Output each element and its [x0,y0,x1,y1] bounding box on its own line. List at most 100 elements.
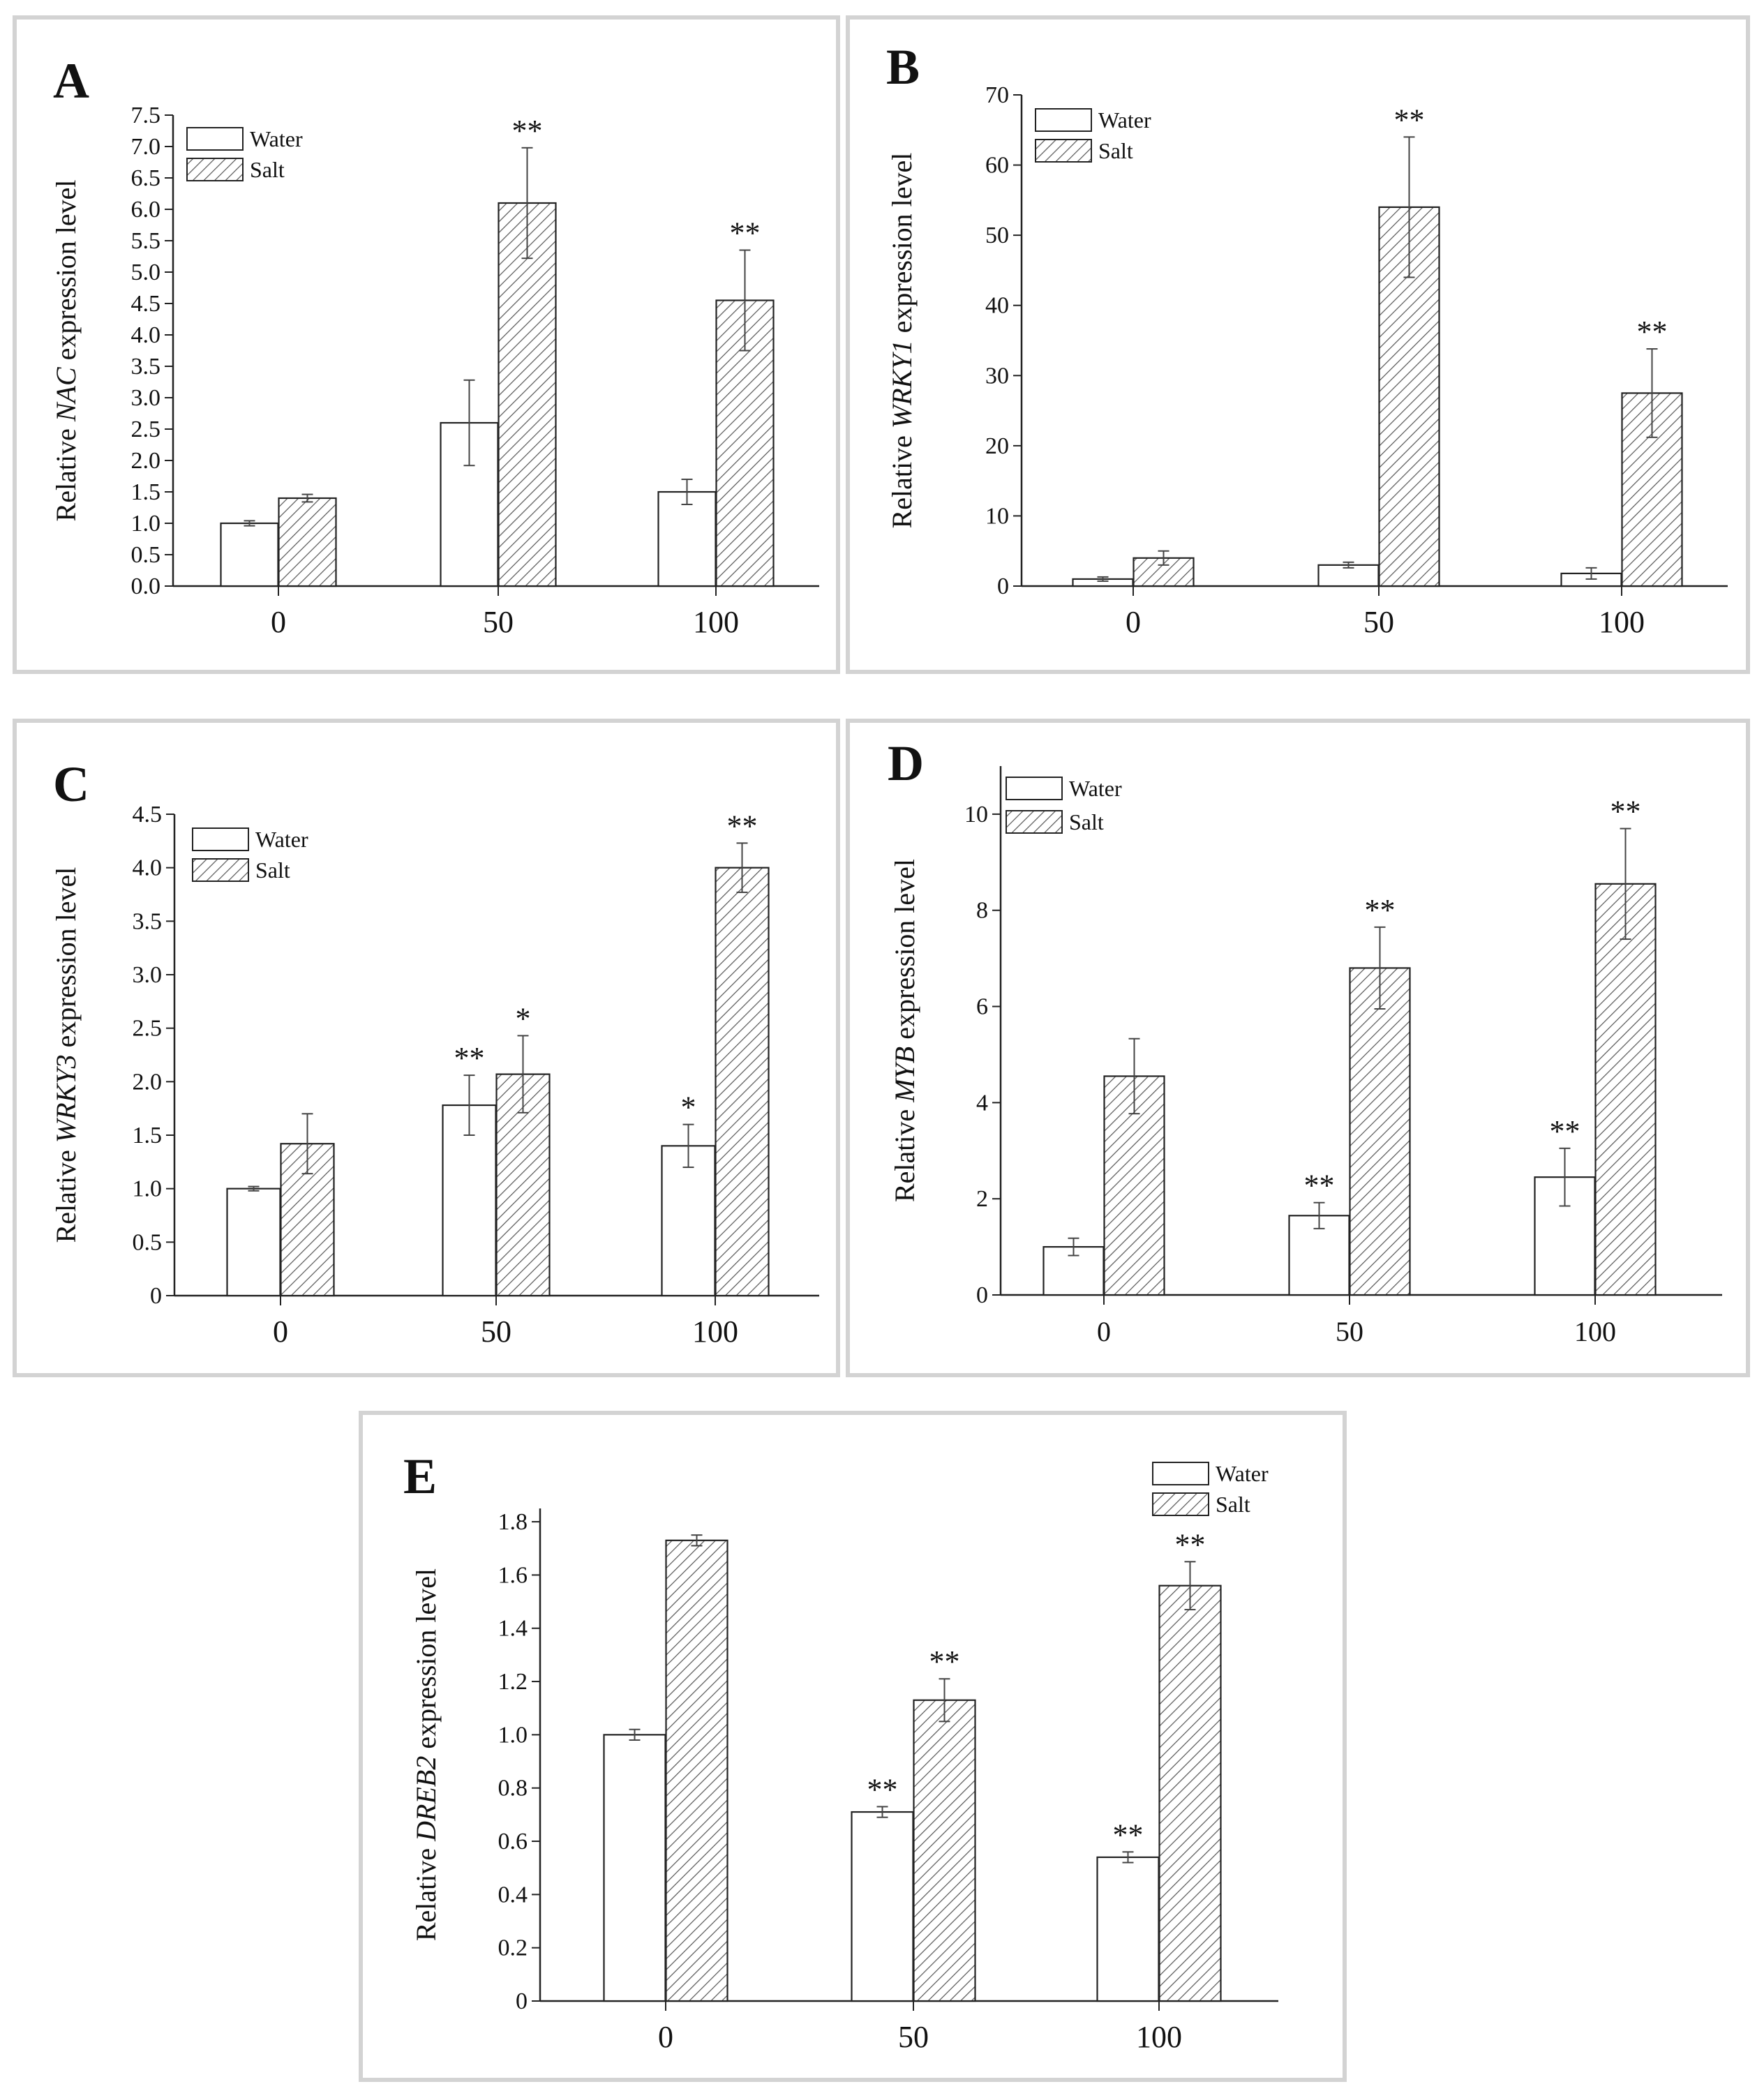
y-axis-label-a: Relative NAC expression level [50,180,82,522]
y-tick-label-a: 4.5 [131,291,161,317]
y-tick-label-c: 4.0 [133,855,163,881]
bar-water-c [661,1145,716,1297]
y-tick-label-c: 2.0 [133,1069,163,1095]
y-tick-label-a: 2.5 [131,417,161,442]
y-tick-label-b: 50 [985,223,1009,248]
bar-water-e [603,1734,666,2002]
legend-label-water-c: Water [255,827,308,852]
x-tick-label-e: 100 [1136,2020,1182,2054]
y-tick-label-a: 4.0 [131,322,161,348]
y-axis-label-suffix: expression level [50,867,82,1055]
legend-swatch-water-a [186,127,244,151]
significance-mark-d: ** [1304,1169,1335,1203]
legend-swatch-water-c [192,827,249,851]
bar-salt-a [498,202,557,587]
bar-salt-c [715,867,770,1297]
chart-b-svg: B Relative WRKY1 expression level 0 10 20 30 4… [886,39,1728,639]
y-tick-label-e: 0 [516,1988,528,2014]
bar-water-c [226,1187,281,1297]
y-tick-label-d: 10 [964,802,988,827]
y-tick-label-a: 0.0 [131,574,161,599]
y-axis-label-prefix: Relative [889,1102,920,1202]
y-tick-label-c: 3.5 [133,908,163,934]
y-axis-label-prefix: Relative [886,428,918,528]
chart-a-svg: A Relative NAC expression level 0.0 0.5 1.0 1… [50,53,819,639]
y-tick-label-c: 3.0 [133,962,163,988]
significance-mark-b: ** [1394,103,1425,137]
legend-swatch-salt-d [1006,810,1063,834]
x-tick-label-a: 100 [693,605,739,639]
panel-label-a: A [53,53,89,109]
y-axis-label-prefix: Relative [50,421,82,521]
significance-mark-e: ** [1175,1527,1206,1561]
significance-mark-c: ** [727,809,758,843]
bar-salt-a [278,497,337,587]
bar-water-e [1096,1856,1160,2002]
y-tick-label-e: 1.2 [498,1669,528,1695]
x-tick-label-c: 100 [692,1314,738,1349]
legend-swatch-salt-b [1035,139,1092,163]
legend-label-water-a: Water [250,126,303,151]
panel-e: E Relative DREB2 expression level 0 0.2 0.4 0… [359,1411,1347,2082]
legend-swatch-salt-a [186,158,244,181]
y-tick-label-d: 4 [976,1090,988,1116]
y-tick-label-b: 10 [985,503,1009,529]
y-axis-label-gene: DREB2 [410,1756,442,1842]
legend-swatch-water-d [1006,777,1063,800]
significance-mark-a: ** [512,114,543,148]
y-axis-label-c: Relative WRKY3 expression level [50,867,82,1243]
x-tick-label-d: 0 [1097,1316,1111,1347]
y-tick-label-a: 0.5 [131,542,161,568]
y-tick-label-e: 1.4 [498,1616,528,1642]
y-tick-label-a: 3.5 [131,354,161,380]
y-tick-label-a: 5.5 [131,228,161,254]
y-tick-label-a: 7.5 [131,103,161,128]
y-tick-label-a: 1.0 [131,511,161,537]
y-tick-label-c: 1.5 [133,1123,163,1148]
y-tick-label-a: 3.0 [131,385,161,411]
legend-label-water-b: Water [1098,107,1151,133]
legend-label-salt-a: Salt [250,157,285,182]
y-tick-label-a: 6.0 [131,197,161,223]
panel-label-e: E [403,1448,437,1504]
bar-salt-e [1158,1584,1222,2002]
y-tick-label-a: 2.0 [131,448,161,474]
y-tick-label-c: 4.5 [133,802,163,827]
y-tick-label-c: 1.0 [133,1176,163,1202]
bar-salt-e [665,1539,728,2002]
significance-mark-d: ** [1365,893,1396,927]
y-axis-label-d: Relative MYB expression level [889,859,920,1202]
y-axis-label-gene: MYB [889,1047,920,1103]
x-tick-label-d: 100 [1574,1316,1616,1347]
legend-label-water-e: Water [1216,1461,1269,1486]
y-tick-label-b: 0 [997,574,1009,599]
significance-mark-c: ** [454,1041,485,1075]
panel-b: B Relative WRKY1 expression level 0 10 20 30 4… [846,15,1750,674]
y-axis-label-gene: WRKY3 [50,1054,82,1143]
panel-label-d: D [888,735,924,791]
x-tick-label-e: 50 [898,2020,929,2054]
y-tick-label-b: 70 [985,82,1009,108]
y-tick-label-e: 1.0 [498,1722,528,1748]
y-tick-label-a: 5.0 [131,260,161,285]
panel-d: D Relative MYB expression level 0 2 4 6 8 10 0 50… [846,719,1750,1377]
chart-e-svg: E Relative DREB2 expression level 0 0.2 0.4 0… [403,1448,1278,2054]
legend-label-salt-b: Salt [1098,138,1133,163]
bar-water-a [657,490,717,587]
x-tick-label-d: 50 [1336,1316,1363,1347]
y-tick-label-d: 2 [976,1186,988,1212]
y-tick-label-d: 6 [976,994,988,1020]
x-tick-label-a: 0 [271,605,286,639]
significance-mark-a: ** [730,216,761,250]
panel-c: C Relative WRKY3 expression level 0 0.5 1.0 1… [13,719,840,1377]
legend-label-salt-d: Salt [1069,809,1104,834]
x-tick-label-b: 0 [1126,605,1141,639]
y-axis-label-suffix: expression level [889,859,920,1047]
y-tick-label-e: 1.8 [498,1509,528,1535]
legend-swatch-salt-c [192,858,249,882]
y-axis-label-e: Relative DREB2 expression level [410,1568,442,1941]
x-tick-label-e: 0 [658,2020,673,2054]
significance-mark-e: ** [929,1644,960,1679]
bar-salt-d [1349,967,1411,1296]
